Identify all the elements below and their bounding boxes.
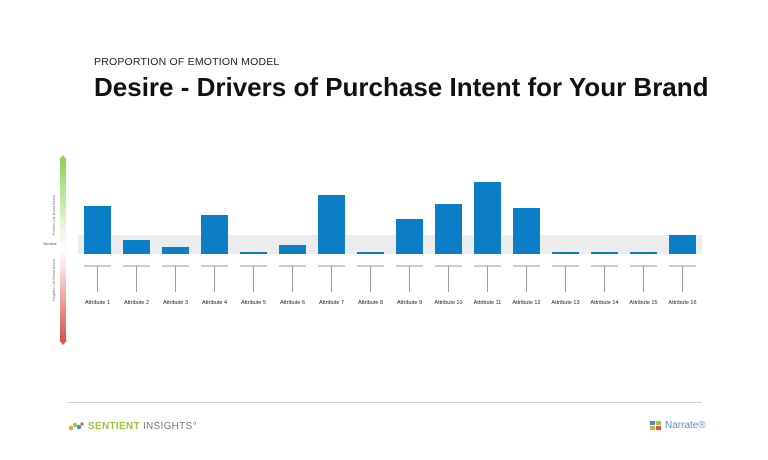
chart-title: Desire - Drivers of Purchase Intent for …: [94, 72, 709, 102]
neutral-band: [78, 235, 702, 254]
chart-eyebrow: PROPORTION OF EMOTION MODEL: [94, 56, 280, 68]
x-label-attribute-4: Attribute 4: [202, 300, 227, 306]
bar-attribute-15: [630, 252, 657, 254]
x-label-attribute-11: Attribute 11: [474, 300, 502, 306]
footer-divider: [68, 402, 702, 403]
bar-attribute-6: [279, 245, 306, 254]
bar-attribute-2: [123, 240, 150, 254]
negative-tick-7: [318, 265, 345, 292]
bar-attribute-1: [84, 206, 111, 254]
negative-tick-3: [162, 265, 189, 292]
x-label-attribute-15: Attribute 15: [629, 300, 657, 306]
brand-left-mark: °: [192, 420, 197, 432]
negative-tick-12: [513, 265, 540, 292]
brand-right-name: Narrate: [665, 420, 699, 431]
scale-arrow-up: [59, 155, 67, 160]
bar-attribute-7: [318, 195, 345, 254]
negative-tick-14: [591, 265, 618, 292]
negative-tick-9: [396, 265, 423, 292]
negative-tick-6: [279, 265, 306, 292]
bar-attribute-9: [396, 219, 423, 254]
negative-tick-16: [669, 265, 696, 292]
sentient-insights-wordmark: SENTIENT INSIGHTS°: [88, 421, 197, 432]
brand-right-mark: ®: [698, 420, 706, 431]
scale-neutral-label: Neutral: [44, 241, 57, 246]
x-axis-labels: Attribute 1 Attribute 2 Attribute 3 Attribu…: [85, 300, 697, 306]
x-label-attribute-8: Attribute 8: [358, 300, 383, 306]
negative-tick-2: [123, 265, 150, 292]
narrate-wordmark: Narrate®: [665, 420, 706, 431]
x-label-attribute-13: Attribute 13: [551, 300, 579, 306]
negative-tick-13: [552, 265, 579, 292]
brand-left-bold: SENTIENT: [88, 420, 140, 432]
negative-tick-5: [240, 265, 267, 292]
negative-tick-15: [630, 265, 657, 292]
x-label-attribute-5: Attribute 5: [241, 300, 266, 306]
x-label-attribute-3: Attribute 3: [163, 300, 188, 306]
x-label-attribute-16: Attribute 16: [668, 300, 696, 306]
x-label-attribute-7: Attribute 7: [319, 300, 344, 306]
negative-tick-8: [357, 265, 384, 292]
scale-gradient-bar: [60, 160, 66, 340]
bar-attribute-16: [669, 235, 696, 254]
bar-attribute-4: [201, 215, 228, 254]
bar-attribute-14: [591, 252, 618, 254]
negative-tick-11: [474, 265, 501, 292]
narrate-mark-icon: [650, 421, 661, 430]
emotion-scale: Positive Life Brand Desire Neutral Negat…: [44, 155, 67, 345]
x-label-attribute-14: Attribute 14: [590, 300, 618, 306]
x-label-attribute-2: Attribute 2: [124, 300, 149, 306]
negative-axis-ticks: [84, 265, 696, 292]
x-label-attribute-12: Attribute 12: [512, 300, 540, 306]
scale-arrow-down: [59, 340, 67, 345]
brand-left-thin: INSIGHTS: [139, 420, 193, 432]
scale-bottom-label: Negative Life Brand Desire: [52, 259, 56, 301]
bar-chart: Positive Life Brand Desire Neutral Negat…: [44, 155, 702, 345]
x-label-attribute-6: Attribute 6: [280, 300, 305, 306]
x-label-attribute-10: Attribute 10: [434, 300, 462, 306]
bar-attribute-13: [552, 252, 579, 254]
bar-attribute-3: [162, 247, 189, 254]
x-label-attribute-1: Attribute 1: [85, 300, 110, 306]
negative-tick-4: [201, 265, 228, 292]
bar-attribute-12: [513, 208, 540, 254]
sentient-insights-logo: SENTIENT INSIGHTS°: [68, 420, 197, 432]
x-label-attribute-9: Attribute 9: [397, 300, 422, 306]
bar-series: [84, 182, 696, 254]
sentient-insights-mark-icon: [68, 422, 84, 431]
bar-attribute-8: [357, 252, 384, 254]
bar-attribute-5: [240, 252, 267, 254]
scale-top-label: Positive Life Brand Desire: [52, 195, 56, 235]
narrate-logo: Narrate®: [650, 420, 706, 431]
bar-attribute-10: [435, 204, 462, 254]
negative-tick-10: [435, 265, 462, 292]
negative-tick-1: [84, 265, 111, 292]
bar-attribute-11: [474, 182, 501, 254]
